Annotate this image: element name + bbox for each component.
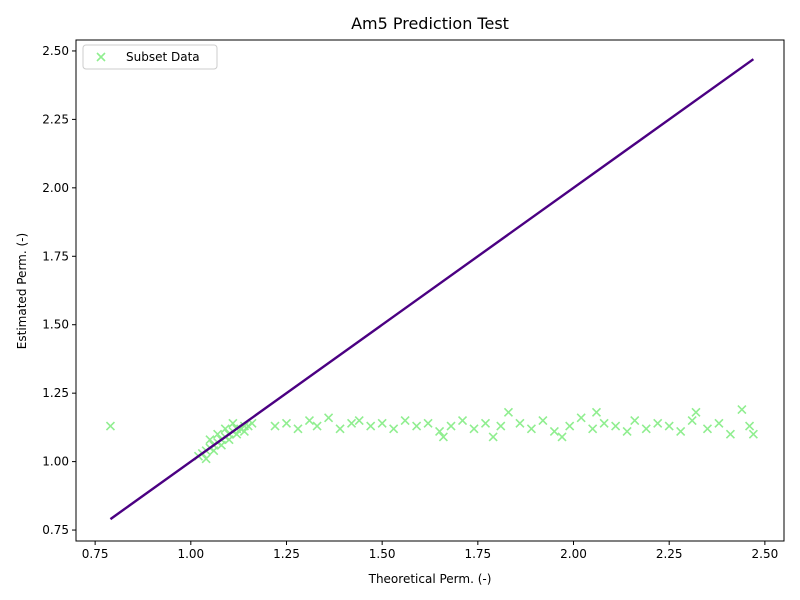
data-point: [630, 415, 640, 426]
data-point: [687, 415, 697, 426]
data-point: [324, 413, 334, 423]
legend-box: [82, 44, 218, 70]
data-point: [591, 407, 602, 417]
data-point: [270, 421, 280, 431]
data-point: [480, 418, 491, 428]
data-point: [377, 418, 387, 428]
plot-marks: [105, 58, 758, 521]
x-tick-label: 2.50: [752, 547, 779, 561]
reference-line: [109, 58, 755, 521]
data-point: [549, 426, 559, 437]
data-point: [304, 415, 315, 426]
y-axis-label: Estimated Perm. (-): [15, 233, 29, 349]
y-tick-label: 2.50: [42, 44, 69, 58]
y-tick-label: 0.75: [42, 523, 69, 537]
data-point: [653, 418, 663, 428]
data-point: [389, 424, 399, 434]
plot-frame: [75, 39, 785, 542]
x-tick-label: 1.00: [177, 547, 204, 561]
data-point: [744, 421, 755, 431]
y-tick-label: 1.00: [42, 455, 69, 469]
data-point: [599, 418, 609, 428]
x-tick-label: 2.00: [560, 547, 587, 561]
data-point: [714, 418, 724, 428]
legend: Subset Data: [82, 44, 218, 70]
x-tick-label: 1.25: [273, 547, 300, 561]
data-point: [611, 421, 621, 431]
y-tick-label: 2.25: [42, 112, 69, 126]
data-point: [423, 418, 433, 428]
data-point: [664, 421, 674, 431]
data-point: [281, 418, 292, 428]
data-point: [565, 421, 575, 431]
data-point: [496, 421, 506, 431]
data-point: [488, 432, 498, 442]
data-point: [312, 421, 322, 431]
data-point: [576, 413, 586, 423]
data-point: [526, 424, 536, 434]
data-point: [588, 424, 598, 434]
y-tick-label: 1.75: [42, 249, 69, 263]
legend-label: Subset Data: [126, 50, 200, 64]
data-point: [412, 421, 422, 431]
data-point: [457, 415, 468, 426]
data-point: [346, 418, 357, 428]
y-tick-label: 1.50: [42, 318, 69, 332]
axes: 0.75 1.00 1.25 1.50 1.75 2.00 2.25 2.50 0.75 1.00…: [42, 39, 785, 561]
data-point: [335, 424, 345, 434]
data-point: [105, 421, 116, 431]
data-point: [702, 424, 713, 434]
data-point: [515, 418, 525, 428]
y-tick-label: 2.00: [42, 181, 69, 195]
data-point: [622, 426, 632, 437]
data-point: [676, 426, 686, 437]
data-point: [201, 454, 211, 464]
data-point: [205, 435, 215, 445]
data-point: [220, 424, 230, 434]
x-axis-label: Theoretical Perm. (-): [368, 572, 492, 586]
data-point: [354, 415, 364, 426]
data-point: [228, 418, 238, 428]
data-point: [737, 405, 747, 415]
data-point: [438, 432, 448, 442]
x-tick-label: 1.50: [369, 547, 396, 561]
data-point: [400, 415, 410, 426]
data-point: [538, 415, 548, 426]
x-tick-label: 1.75: [464, 547, 491, 561]
x-tick-label: 2.25: [656, 547, 683, 561]
data-point: [557, 432, 567, 442]
data-point: [469, 424, 479, 434]
y-tick-label: 1.25: [42, 386, 69, 400]
data-point: [366, 421, 376, 431]
data-point: [503, 407, 514, 417]
data-point: [446, 421, 456, 431]
data-point: [691, 407, 701, 417]
data-point: [725, 429, 735, 439]
chart-title: Am5 Prediction Test: [351, 14, 509, 33]
x-tick-label: 0.75: [82, 547, 109, 561]
data-point: [748, 429, 758, 439]
legend-marker: [96, 52, 106, 62]
data-point: [435, 426, 445, 437]
data-point: [641, 424, 651, 434]
data-point: [213, 429, 223, 439]
data-point: [239, 426, 249, 437]
data-point: [293, 424, 303, 434]
